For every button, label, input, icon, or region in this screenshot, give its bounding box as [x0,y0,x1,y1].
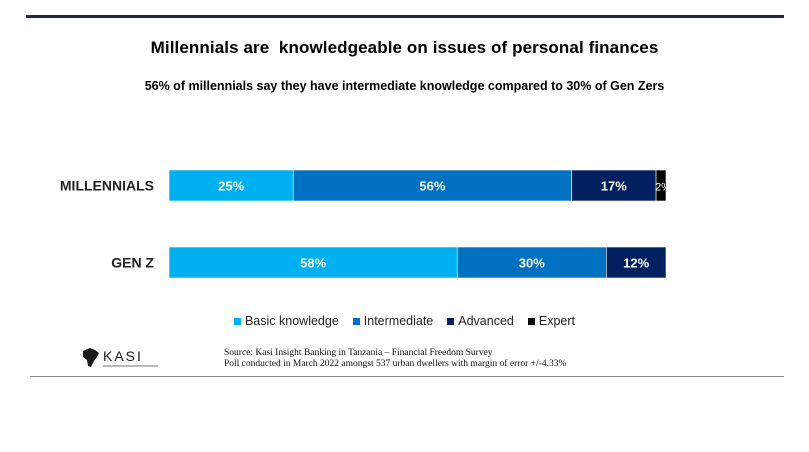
legend-swatch-intermediate [352,317,360,325]
logo-wordmark: KASI [103,348,143,364]
legend-swatch-basic [233,317,241,325]
bar-millennials-basic-knowledge [168,169,294,202]
kasi-logo: KASI [83,348,158,367]
legend-label-basic: Basic knowledge [244,314,339,328]
top-rule [26,15,784,18]
legend-label-intermediate: Intermediate [363,314,434,328]
data-label-millennials-advanced: 17% [601,179,627,194]
chart-legend: Basic knowledge Intermediate Advanced Ex… [0,314,809,328]
legend-item-advanced: Advanced [447,314,514,328]
bar-millennials-intermediate [292,169,572,202]
category-label-gen-z: GEN Z [111,255,154,271]
source-line-1: Source: Kasi Insight Banking in Tanzania… [224,348,493,358]
bar-gen-z-advanced [606,246,667,279]
legend-label-expert: Expert [538,314,576,328]
data-label-millennials-expert: 2% [655,182,671,194]
source-line-2: Poll conducted in March 2022 amongst 537… [224,359,567,369]
chart-title: Millennials are knowledgeable on issues … [150,38,659,57]
data-label-gen-z-intermediate: 30% [519,256,545,271]
data-label-millennials-basic-knowledge: 25% [218,179,244,194]
bottom-rule [30,376,784,377]
source-note: Source: Kasi Insight Banking in Tanzania… [224,348,566,370]
legend-item-intermediate: Intermediate [352,314,434,328]
bar-millennials-expert [655,169,667,202]
africa-map-icon [83,348,99,367]
data-label-gen-z-basic-knowledge: 58% [300,256,326,271]
category-label-millennials: MILLENNIALS [60,178,154,194]
legend-item-basic: Basic knowledge [233,314,339,328]
data-label-millennials-intermediate: 56% [419,179,445,194]
legend-label-advanced: Advanced [458,314,514,328]
bar-millennials-advanced [571,169,657,202]
data-label-gen-z-advanced: 12% [623,256,649,271]
legend-item-expert: Expert [527,314,576,328]
legend-swatch-expert [527,317,535,325]
chart-subtitle: 56% of millennials say they have interme… [144,79,665,93]
legend-swatch-advanced [447,317,455,325]
